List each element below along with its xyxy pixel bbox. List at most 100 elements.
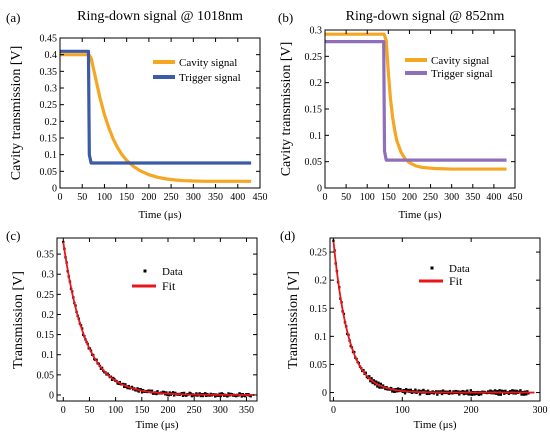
data-point (368, 375, 371, 378)
x-tick-label: 300 (213, 405, 228, 416)
data-point (414, 388, 417, 391)
data-point (167, 394, 170, 397)
data-point (165, 391, 168, 394)
data-point (130, 385, 134, 389)
axes-frame (329, 237, 541, 402)
data-point (155, 392, 158, 396)
plot-area (325, 32, 507, 171)
legend-label: Data (162, 266, 183, 278)
data-point (454, 389, 457, 393)
y-axis-label: Transmission [V] (11, 271, 26, 369)
y-tick-label: 0.4 (45, 50, 58, 61)
plot-area (332, 239, 535, 396)
data-point (501, 390, 505, 393)
data-point (477, 393, 481, 396)
data-point (156, 390, 159, 393)
data-point (198, 392, 201, 395)
data-point (249, 395, 252, 398)
x-tick-label: 250 (423, 192, 438, 203)
data-point (110, 378, 114, 382)
data-point (378, 386, 381, 389)
data-point (525, 393, 528, 396)
y-tick-label: 0.15 (40, 134, 58, 145)
y-tick-label: 0.25 (305, 52, 323, 63)
data-point (124, 383, 127, 386)
legend: Cavity signal Trigger signal (153, 57, 241, 84)
legend-label: Trigger signal (431, 68, 493, 80)
data-point (140, 391, 144, 394)
data-point (243, 394, 247, 398)
series-line-trigger-signal (325, 39, 507, 162)
x-tick-label: 0 (61, 405, 66, 416)
x-tick-label: 200 (160, 405, 175, 416)
x-tick-label: 400 (230, 192, 245, 203)
data-point (426, 389, 430, 392)
y-tick-label: 0.1 (42, 350, 55, 361)
y-tick-label: 0.15 (305, 105, 323, 116)
x-tick-label: 400 (486, 192, 501, 203)
legend-swatch (430, 266, 434, 270)
y-tick-label: 0.15 (37, 330, 55, 341)
legend-swatch (143, 269, 147, 273)
data-point (172, 394, 176, 397)
data-point (376, 385, 379, 388)
data-point (409, 388, 412, 392)
data-point (464, 392, 468, 395)
data-point (150, 389, 154, 392)
data-point (468, 393, 471, 396)
data-point (364, 371, 367, 375)
data-point (456, 390, 460, 393)
data-point (504, 389, 507, 393)
x-tick-label: 100 (395, 405, 410, 416)
data-point (199, 394, 202, 398)
data-point (495, 392, 498, 395)
y-axis-label: Transmission [V] (286, 271, 301, 369)
x-tick-label: 300 (444, 192, 459, 203)
x-axis-label: Time (μs) (138, 209, 181, 221)
data-point (227, 392, 230, 395)
data-point (219, 394, 222, 398)
data-point (479, 393, 483, 396)
x-tick-label: 0 (323, 192, 328, 203)
data-point (374, 380, 378, 383)
y-tick-label: 0.05 (310, 360, 328, 371)
data-point (190, 394, 194, 398)
data-point (389, 386, 393, 390)
data-point (422, 388, 425, 392)
x-tick-label: 100 (97, 192, 112, 203)
legend-label: Data (449, 263, 470, 275)
data-point (218, 392, 221, 395)
x-tick-label: 50 (77, 192, 87, 203)
data-point (448, 389, 452, 393)
series-line-cavity-signal (325, 32, 507, 171)
y-tick-label: 0.45 (40, 34, 58, 45)
data-point (520, 393, 523, 396)
data-point (373, 383, 377, 386)
data-point (379, 382, 382, 386)
data-point (182, 391, 186, 395)
data-point (226, 395, 229, 398)
data-point (470, 393, 474, 396)
data-point (522, 393, 526, 396)
data-point (180, 391, 184, 395)
data-point (439, 390, 442, 393)
data-point (436, 393, 439, 396)
panel-label: (b) (278, 10, 293, 25)
y-tick-label: 0 (322, 388, 327, 399)
x-tick-label: 50 (84, 405, 94, 416)
data-point (181, 394, 185, 397)
chart-panel-b: (b) Ring-down signal @ 852nm 0 50 100 150 200 2… (278, 9, 523, 221)
data-point (418, 393, 422, 396)
data-point (201, 394, 205, 398)
data-point (395, 390, 399, 393)
data-point (126, 386, 129, 390)
x-tick-label: 200 (141, 192, 156, 203)
fit-line (62, 241, 255, 396)
data-point (441, 389, 445, 392)
data-point (240, 395, 243, 398)
data-point (393, 390, 396, 394)
data-point (235, 394, 238, 398)
x-tick-label: 200 (464, 405, 479, 416)
